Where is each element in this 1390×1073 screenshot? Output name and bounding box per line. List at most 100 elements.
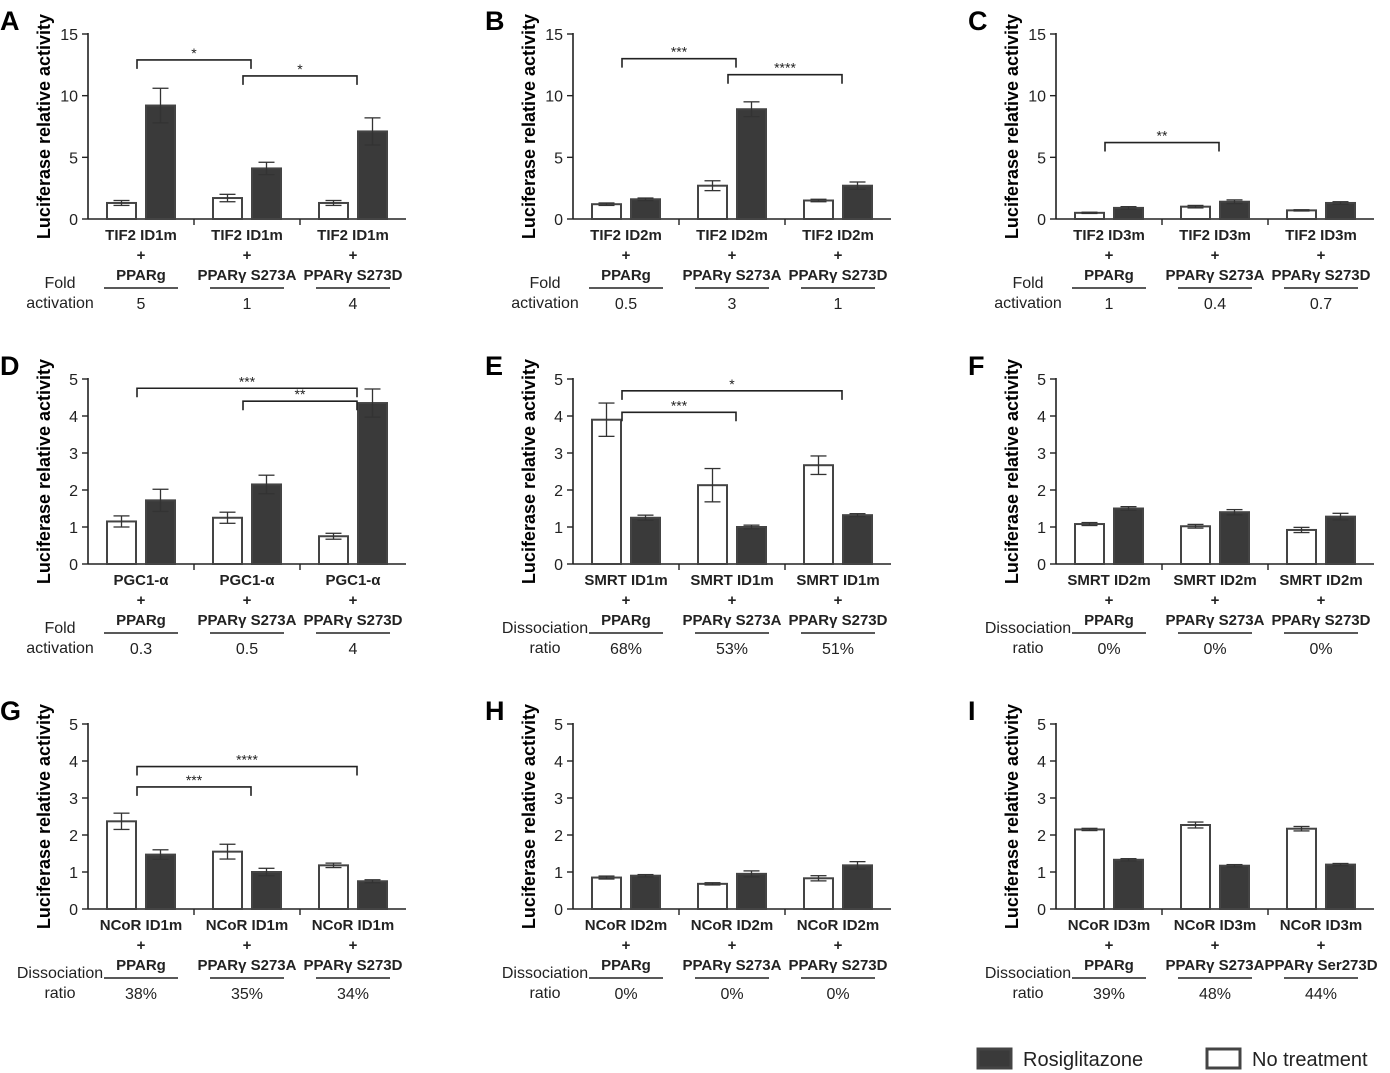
metric-label: Fold [44,275,75,292]
category-label: NCoR ID2m [797,917,880,934]
error-bar [743,101,760,118]
category-label: NCoR ID2m [585,917,668,934]
panel-letter: F [968,351,985,381]
category-label: NCoR ID1m [206,917,289,934]
panel-e: E Luciferase relative activity 0 1 2 3 4 5 SMRT … [485,351,891,658]
bracket-line [136,387,358,398]
metric-label: ratio [529,985,560,1002]
panel-f: F Luciferase relative activity 0 1 2 3 4 5 SMRT … [968,351,1374,658]
y-tick-label: 5 [69,717,78,734]
error-bar [1187,523,1204,529]
panel-letter: I [968,696,976,726]
y-axis-label: Luciferase relative activity [519,704,539,929]
bar-no-treatment [1180,824,1211,911]
bar-no-treatment [591,203,622,220]
category-label: TIF2 ID3m [1285,227,1357,244]
error-bar [258,474,275,495]
category-label: + [834,937,843,954]
category-label: TIF2 ID1m [211,227,283,244]
category-label: + [1211,247,1220,264]
error-bar [1081,827,1098,832]
panel-letter: G [0,696,21,726]
category-label: PPARg [601,267,651,284]
error-bar [598,202,615,207]
category-label: PPARg [601,612,651,629]
category-label: + [137,592,146,609]
bar-rosiglitazone [736,872,767,910]
y-tick-label: 0 [69,212,78,229]
y-tick-label: 1 [69,520,78,537]
panel-letter: D [0,351,20,381]
metric-value: 4 [349,296,358,313]
significance-label: * [191,45,197,61]
y-tick-label: 4 [1037,409,1046,426]
error-bar [152,849,169,861]
category-label: PPARg [1084,267,1134,284]
metric-value: 44% [1305,986,1337,1003]
metric-value: 39% [1093,986,1125,1003]
category-label: PPARγ S273D [304,267,403,284]
category-label: PPARγ S273A [198,267,297,284]
y-tick-label: 10 [60,89,78,106]
y-axis-label: Luciferase relative activity [34,359,54,584]
error-bar [1120,206,1137,210]
significance-label: **** [236,752,258,768]
metric-value: 35% [231,986,263,1003]
y-tick-label: 15 [545,27,563,44]
error-bar [1293,209,1310,212]
category-label: PPARγ S273D [789,267,888,284]
category-label: + [349,247,358,264]
metric-value: 0% [1203,641,1226,658]
bracket-line [136,59,252,69]
y-tick-label: 5 [69,372,78,389]
error-bar [849,181,866,191]
panel-letter: H [485,696,505,726]
significance-label: *** [671,397,688,413]
error-bar [1081,521,1098,527]
error-bar [637,873,654,878]
y-tick-label: 0 [1037,557,1046,574]
panel-letter: E [485,351,503,381]
legend: Rosiglitazone No treatment [976,1047,1368,1071]
category-label: PPARg [1084,612,1134,629]
category-label: TIF2 ID3m [1073,227,1145,244]
y-tick-label: 3 [554,791,563,808]
metric-value: 0% [614,986,637,1003]
metric-value: 68% [610,641,642,658]
metric-label: Dissociation [985,620,1071,637]
y-tick-label: 5 [554,372,563,389]
bracket-line [136,786,252,796]
error-bar [364,117,381,146]
metric-label: ratio [529,640,560,657]
y-tick-label: 0 [69,557,78,574]
bar-no-treatment [106,520,137,566]
metric-label: Fold [1012,275,1043,292]
error-bar [113,812,130,831]
bracket-line [621,390,843,400]
category-label: + [1317,592,1326,609]
category-label: PPARγ S273D [789,957,888,974]
category-label: + [1317,247,1326,264]
category-label: PPARγ S273A [1166,612,1265,629]
y-tick-label: 5 [1037,717,1046,734]
bar-no-treatment [1286,209,1317,221]
bar-rosiglitazone [1219,511,1250,566]
bar-rosiglitazone [736,526,767,565]
error-bar [219,193,236,203]
y-tick-label: 2 [69,483,78,500]
error-bar [258,161,275,176]
y-tick-label: 10 [1028,89,1046,106]
category-label: NCoR ID2m [691,917,774,934]
metric-label: Fold [44,620,75,637]
metric-value: 4 [349,641,358,658]
category-label: NCoR ID3m [1280,917,1363,934]
category-label: NCoR ID1m [312,917,395,934]
bar-rosiglitazone [842,514,873,565]
metric-label: activation [511,295,579,312]
metric-value: 0% [1309,641,1332,658]
metric-label: Fold [529,275,560,292]
metric-value: 48% [1199,986,1231,1003]
error-bar [704,882,721,886]
error-bar [1187,204,1204,209]
